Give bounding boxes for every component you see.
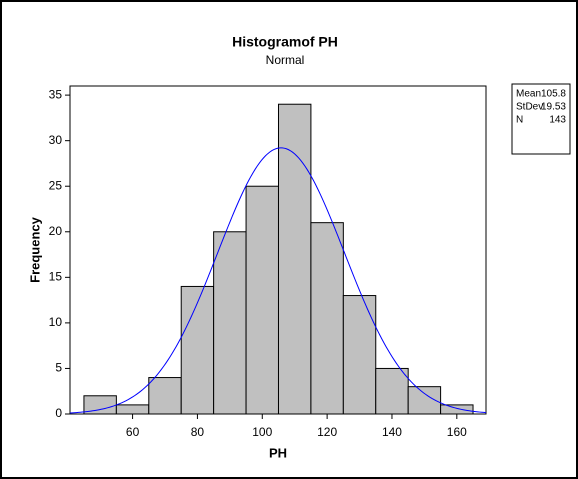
bar: [115, 404, 150, 415]
stat-label: Mean: [516, 89, 541, 100]
x-tick-label: 100: [252, 425, 272, 439]
stat-value: 19.53: [541, 102, 566, 113]
x-axis-label: PH: [269, 445, 287, 460]
y-axis-label: Frequency: [27, 216, 42, 283]
bar: [277, 103, 312, 415]
y-tick-label: 15: [49, 270, 63, 284]
x-tick-label: 60: [126, 425, 140, 439]
x-tick-label: 140: [382, 425, 402, 439]
y-tick-label: 30: [49, 133, 63, 147]
bar: [245, 185, 279, 415]
y-tick-label: 35: [49, 87, 63, 101]
normal-curve: [69, 147, 487, 414]
bar: [213, 231, 247, 415]
y-tick-label: 0: [55, 406, 62, 420]
x-tick-label: 120: [317, 425, 337, 439]
bar: [148, 377, 182, 415]
bar: [180, 285, 215, 415]
y-tick-label: 5: [55, 361, 62, 375]
y-tick-label: 10: [49, 315, 63, 329]
bar: [310, 222, 344, 415]
x-tick-label: 160: [447, 425, 467, 439]
y-tick-label: 20: [49, 224, 63, 238]
chart-subtitle: Normal: [266, 53, 305, 67]
bar: [342, 295, 377, 415]
stat-label: N: [516, 115, 523, 126]
stats-box: [511, 83, 571, 155]
stat-value: 105.8: [541, 89, 566, 100]
stat-value: 143: [549, 115, 566, 126]
chart-title: Histogramof PH: [232, 34, 338, 50]
bar: [440, 404, 474, 415]
stat-label: StDev: [516, 102, 543, 113]
x-tick-label: 80: [191, 425, 205, 439]
y-tick-label: 25: [49, 178, 63, 192]
bar: [375, 367, 409, 415]
